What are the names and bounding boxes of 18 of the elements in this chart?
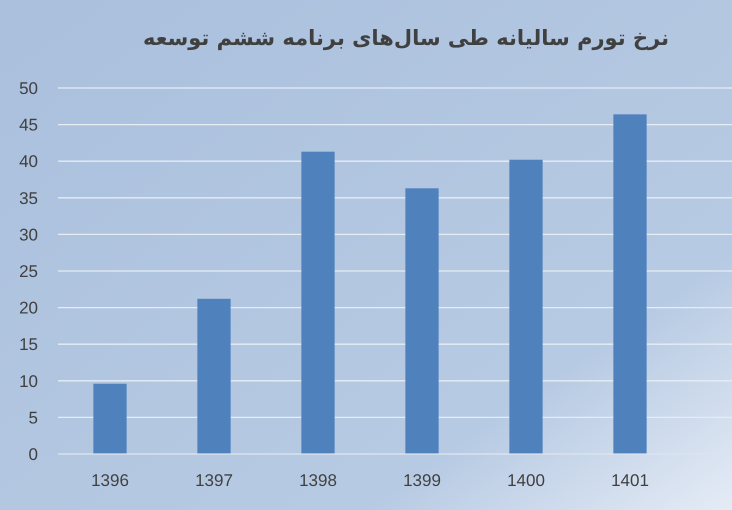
y-tick-label: 0	[28, 444, 38, 464]
y-tick-label: 30	[19, 225, 38, 244]
chart-title: نرخ تورم سالیانه طی سال‌های برنامه ششم توسعه	[142, 26, 670, 51]
y-tick-label: 50	[19, 78, 38, 98]
x-tick-label: 1401	[611, 471, 649, 490]
y-tick-label: 25	[19, 262, 38, 281]
y-tick-label: 20	[19, 298, 38, 318]
y-tick-label: 40	[19, 152, 38, 172]
x-tick-label: 1399	[403, 471, 441, 490]
y-tick-label: 5	[28, 408, 38, 428]
y-tick-label: 10	[19, 372, 38, 391]
x-tick-label: 1398	[299, 471, 337, 490]
x-tick-label: 1396	[91, 471, 129, 490]
y-tick-label: 45	[19, 116, 38, 135]
x-tick-label: 1397	[195, 471, 233, 490]
y-tick-label: 35	[19, 188, 38, 208]
x-tick-label: 1400	[507, 471, 545, 490]
y-tick-label: 15	[19, 335, 38, 354]
